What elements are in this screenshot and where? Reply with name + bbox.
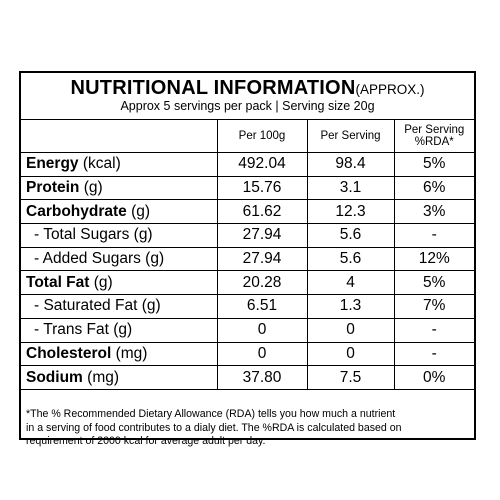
title-approx: (APPROX.) bbox=[355, 82, 425, 97]
table-row: Total Fat (g) 20.28 4 5% bbox=[21, 270, 474, 296]
rda-value: - bbox=[393, 341, 474, 367]
rda-value: - bbox=[393, 223, 474, 248]
nutrient-name-cell: Energy (kcal) bbox=[21, 152, 218, 177]
nutrient-label: Energy bbox=[26, 155, 79, 173]
table-header-row: Per 100g Per Serving Per Serving %RDA* bbox=[21, 119, 474, 153]
table-row: Cholesterol (mg) 0 0- bbox=[21, 341, 474, 367]
header-rda: Per Serving %RDA* bbox=[393, 119, 474, 153]
nutrition-table: Per 100g Per Serving Per Serving %RDA* En… bbox=[21, 119, 474, 390]
nutrient-label: Protein bbox=[26, 179, 80, 197]
nutrient-label: Carbohydrate bbox=[26, 202, 127, 220]
per-serving-value: 98.4 bbox=[306, 152, 395, 177]
per-100g-value: 6.51 bbox=[216, 294, 308, 319]
nutrient-unit: (kcal) bbox=[82, 155, 121, 173]
nutrient-name-cell: Cholesterol (mg) bbox=[21, 341, 218, 367]
nutrient-unit: (mg) bbox=[87, 368, 120, 386]
nutrient-name-cell: - Total Sugars (g) bbox=[21, 223, 218, 248]
nutrient-unit: (g) bbox=[131, 202, 151, 220]
rda-value: - bbox=[393, 317, 474, 343]
nutrient-unit: (g) bbox=[83, 179, 103, 197]
per-100g-value: 0 bbox=[216, 341, 308, 367]
per-100g-value: 20.28 bbox=[216, 270, 308, 296]
nutrient-label: - Saturated Fat (g) bbox=[34, 297, 161, 315]
table-body: Energy (kcal) 492.04 98.4 5% Protein (g) 15.7… bbox=[21, 152, 474, 390]
per-serving-value: 7.5 bbox=[306, 365, 395, 390]
table-row: - Trans Fat (g) 0 0- bbox=[21, 317, 474, 343]
per-100g-value: 15.76 bbox=[216, 175, 308, 201]
nutrient-label: - Trans Fat (g) bbox=[34, 321, 133, 339]
nutrient-name-cell: - Trans Fat (g) bbox=[21, 317, 218, 343]
per-100g-value: 0 bbox=[216, 317, 308, 343]
footnote-line-1: *The % Recommended Dietary Allowance (RD… bbox=[26, 408, 396, 420]
per-serving-value: 3.1 bbox=[306, 175, 395, 201]
table-row: Sodium (mg) 37.80 7.5 0% bbox=[21, 365, 474, 390]
rda-value: 5% bbox=[393, 270, 474, 296]
nutrient-name-cell: - Saturated Fat (g) bbox=[21, 294, 218, 319]
nutrient-unit: (mg) bbox=[115, 344, 148, 362]
nutrient-name-cell: Total Fat (g) bbox=[21, 270, 218, 296]
per-serving-value: 5.6 bbox=[306, 246, 395, 272]
table-row: - Added Sugars (g) 27.94 5.6 12% bbox=[21, 246, 474, 272]
rda-value: 7% bbox=[393, 294, 474, 319]
header-per100: Per 100g bbox=[216, 119, 308, 153]
per-100g-value: 492.04 bbox=[216, 152, 308, 177]
per-100g-value: 37.80 bbox=[216, 365, 308, 390]
header-rda-line2: %RDA* bbox=[414, 136, 454, 148]
nutrient-label: Total Fat bbox=[26, 273, 90, 291]
nutrient-label: Cholesterol bbox=[26, 344, 112, 362]
per-serving-value: 1.3 bbox=[306, 294, 395, 319]
table-row: Protein (g) 15.76 3.1 6% bbox=[21, 175, 474, 201]
nutrient-name-cell: Carbohydrate (g) bbox=[21, 199, 218, 225]
rda-value: 5% bbox=[393, 152, 474, 177]
rda-value: 0% bbox=[393, 365, 474, 390]
per-serving-value: 0 bbox=[306, 341, 395, 367]
per-100g-value: 27.94 bbox=[216, 246, 308, 272]
header-blank bbox=[21, 119, 218, 153]
header-serving: Per Serving bbox=[306, 119, 395, 153]
nutrient-name-cell: Protein (g) bbox=[21, 175, 218, 201]
nutrient-label: Sodium bbox=[26, 368, 83, 386]
rda-value: 6% bbox=[393, 175, 474, 201]
nutrient-name-cell: Sodium (mg) bbox=[21, 365, 218, 390]
table-row: - Saturated Fat (g) 6.51 1.3 7% bbox=[21, 294, 474, 319]
rda-value: 3% bbox=[393, 199, 474, 225]
table-row: Energy (kcal) 492.04 98.4 5% bbox=[21, 152, 474, 177]
per-serving-value: 0 bbox=[306, 317, 395, 343]
nutrient-label: - Added Sugars (g) bbox=[34, 250, 165, 268]
panel-title: NUTRITIONAL INFORMATION(APPROX.) bbox=[21, 77, 474, 100]
per-serving-value: 12.3 bbox=[306, 199, 395, 225]
table-row: - Total Sugars (g) 27.94 5.6- bbox=[21, 223, 474, 248]
per-100g-value: 61.62 bbox=[216, 199, 308, 225]
nutrient-unit: (g) bbox=[93, 273, 113, 291]
panel-header: NUTRITIONAL INFORMATION(APPROX.) Approx … bbox=[21, 73, 474, 119]
footnote-line-3: requirement of 2000 kcal for average adu… bbox=[26, 435, 266, 447]
nutrient-name-cell: - Added Sugars (g) bbox=[21, 246, 218, 272]
nutrition-panel: NUTRITIONAL INFORMATION(APPROX.) Approx … bbox=[19, 71, 476, 447]
title-main: NUTRITIONAL INFORMATION bbox=[70, 77, 356, 99]
table-row: Carbohydrate (g) 61.62 12.3 3% bbox=[21, 199, 474, 225]
per-100g-value: 27.94 bbox=[216, 223, 308, 248]
header-rda-line1: Per Serving bbox=[404, 124, 465, 136]
nutrient-label: - Total Sugars (g) bbox=[34, 226, 153, 244]
per-serving-value: 4 bbox=[306, 270, 395, 296]
per-serving-value: 5.6 bbox=[306, 223, 395, 248]
footnote-line-2: in a serving of food contributes to a di… bbox=[26, 421, 402, 434]
rda-value: 12% bbox=[393, 246, 474, 272]
rda-footnote: *The % Recommended Dietary Allowance (RD… bbox=[26, 408, 470, 449]
panel-subtitle: Approx 5 servings per pack | Serving siz… bbox=[120, 99, 375, 113]
